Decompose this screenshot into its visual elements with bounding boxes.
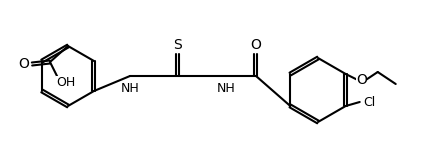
Text: O: O — [356, 73, 367, 87]
Text: O: O — [250, 38, 262, 52]
Text: OH: OH — [56, 76, 76, 88]
Text: NH: NH — [121, 81, 140, 95]
Text: NH: NH — [217, 81, 235, 95]
Text: Cl: Cl — [364, 95, 376, 109]
Text: O: O — [18, 57, 30, 71]
Text: S: S — [174, 38, 182, 52]
